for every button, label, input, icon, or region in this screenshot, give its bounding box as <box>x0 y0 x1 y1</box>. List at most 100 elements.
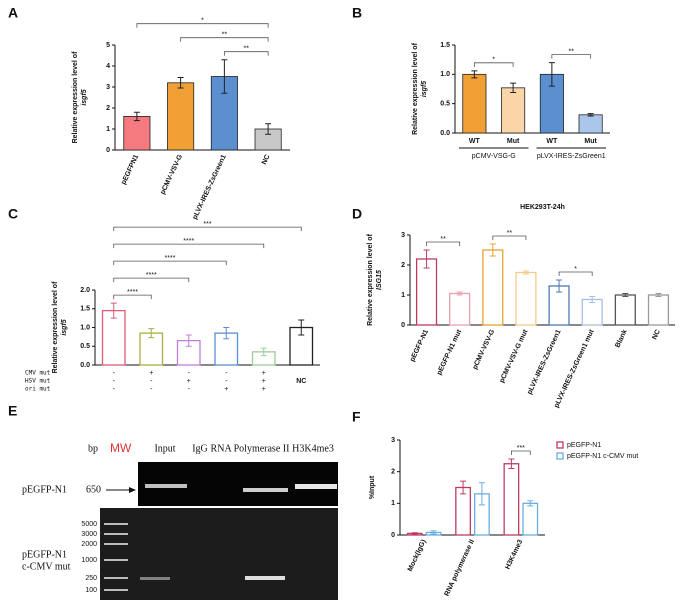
x-tick-label: Mut <box>507 138 520 145</box>
x-tick-label: WT <box>546 138 558 145</box>
y-tick-label: 1.5 <box>80 306 90 313</box>
x-tick-label: pLVX-IRES-ZsGreen1 <box>192 154 228 221</box>
significance-bracket <box>492 235 527 240</box>
significance-bracket <box>473 62 514 67</box>
x-tick-label: pLVX-IRES-ZsGreen1 <box>526 329 562 396</box>
significance-label: ** <box>244 46 250 53</box>
significance-bracket <box>136 23 269 28</box>
y-tick-label: 1.0 <box>440 71 450 78</box>
y-tick-label: 1 <box>401 292 405 299</box>
bar <box>123 116 151 151</box>
x-tick-label: NC <box>261 154 272 166</box>
significance-label: * <box>201 18 204 25</box>
error-bar <box>148 328 155 339</box>
bar <box>522 502 539 536</box>
bar <box>581 298 603 326</box>
group-label: pLVX-IRES-ZsGreen1 <box>537 153 606 160</box>
error-bar <box>265 123 272 135</box>
significance-label: ** <box>569 48 575 55</box>
panel-label: D <box>352 206 362 222</box>
significance-bracket <box>113 294 152 300</box>
row-label: pEGFP-N1 <box>22 484 67 495</box>
lane-label: IgG <box>192 443 208 454</box>
error-bar <box>589 296 596 303</box>
legend-label: pEGFP-N1 c-CMV mut <box>567 453 638 460</box>
y-tick-label: 2 <box>391 469 395 476</box>
condition-mark: + <box>224 386 228 393</box>
x-tick-label: pCMV-VSV-G mut <box>499 328 530 384</box>
error-bar <box>655 293 662 297</box>
condition-mark: + <box>262 386 266 393</box>
error-bar <box>298 319 305 336</box>
y-tick-label: 1.0 <box>80 324 90 331</box>
gel-band <box>295 484 337 489</box>
panel-label: F <box>352 409 361 425</box>
condition-mark: - <box>225 378 228 385</box>
significance-bracket <box>113 260 227 266</box>
y-tick-label: 1 <box>391 500 395 507</box>
y-axis-label: %Input <box>369 475 376 499</box>
bar <box>415 258 438 326</box>
significance-label: ** <box>507 230 513 237</box>
gel-band <box>145 484 187 488</box>
y-tick-label: 5 <box>106 42 110 49</box>
significance-bracket <box>113 277 190 283</box>
condition-mark: - <box>150 386 153 393</box>
legend-label: pEGFP-N1 <box>567 442 601 449</box>
y-tick-label: 0.0 <box>440 130 450 137</box>
y-tick-label: 0.5 <box>440 101 450 108</box>
ladder-band <box>104 559 128 561</box>
marker-label: 250 <box>85 575 97 582</box>
x-tick-label: pCMV-VSV-G <box>472 328 497 371</box>
bar <box>482 249 504 326</box>
error-bar <box>510 82 517 94</box>
x-tick-label: pLVX-IRES-ZsGreen1 mut <box>553 328 596 409</box>
significance-label: * <box>574 266 577 273</box>
y-tick-label: 0 <box>391 532 395 539</box>
ladder-band <box>104 589 128 591</box>
lane-label: Input <box>154 443 175 454</box>
significance-label: ** <box>222 32 228 39</box>
significance-label: *** <box>203 221 211 228</box>
condition-label: ori mut <box>25 386 51 393</box>
condition-mark: + <box>262 378 266 385</box>
y-tick-label: 0.5 <box>80 343 90 350</box>
ladder-band <box>104 533 128 535</box>
error-bar <box>110 302 117 319</box>
y-tick-label: 0 <box>401 322 405 329</box>
x-tick-label: WT <box>469 138 481 145</box>
bar <box>503 463 520 536</box>
error-bar <box>622 293 629 297</box>
significance-bracket <box>558 271 593 276</box>
gel-band <box>140 577 170 580</box>
y-tick-label: 4 <box>106 63 110 70</box>
lane-label: H3K4me3 <box>292 443 334 454</box>
y-tick-label: 2 <box>106 105 110 112</box>
y-axis-label: isgf5 <box>61 319 68 335</box>
error-bar <box>527 500 534 507</box>
bar <box>101 309 126 366</box>
bar <box>455 486 471 536</box>
significance-label: * <box>492 57 495 64</box>
significance-bracket <box>180 37 269 42</box>
row-label: c-CMV mut <box>22 561 71 572</box>
y-tick-label: 2 <box>401 262 405 269</box>
group-label: pCMV-VSG-G <box>472 153 516 160</box>
x-tick-label: NC <box>296 378 306 385</box>
panel-label: A <box>8 5 18 21</box>
y-tick-label: 0.0 <box>80 362 90 369</box>
significance-label: **** <box>183 238 194 245</box>
y-tick-label: 3 <box>401 232 405 239</box>
condition-label: HSV mut <box>25 378 51 385</box>
gel-bottom <box>100 508 338 600</box>
bar <box>578 114 603 134</box>
y-tick-label: 0 <box>106 147 110 154</box>
y-axis-label: Relative expression level of <box>367 233 374 325</box>
legend-swatch <box>556 452 564 460</box>
condition-mark: - <box>150 378 153 385</box>
significance-label: **** <box>165 255 176 262</box>
significance-label: *** <box>517 445 525 452</box>
ladder-band <box>104 523 128 525</box>
